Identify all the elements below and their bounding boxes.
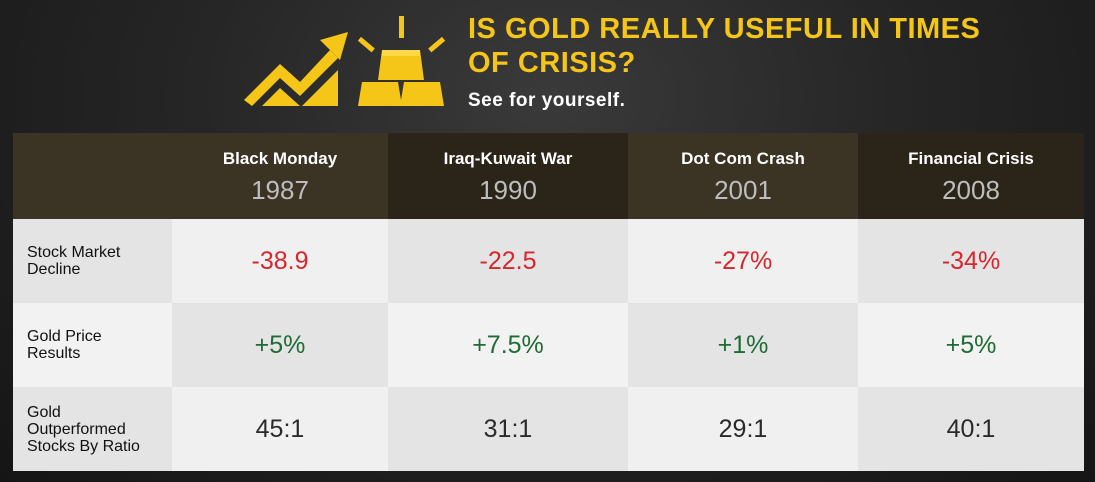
table-cell: +7.5% bbox=[388, 303, 628, 387]
event-name: Financial Crisis bbox=[908, 148, 1034, 168]
decline-value: -34% bbox=[941, 246, 1001, 275]
event-name: Iraq-Kuwait War bbox=[443, 148, 573, 168]
header-empty-cell bbox=[13, 133, 172, 219]
table-cell: +1% bbox=[628, 303, 858, 387]
column-header: Financial Crisis 2008 bbox=[858, 133, 1084, 219]
row-label-cell: Gold Outperformed Stocks By Ratio bbox=[13, 387, 172, 471]
event-year: 2008 bbox=[942, 174, 1000, 205]
table-cell: -22.5 bbox=[388, 219, 628, 303]
event-name: Black Monday bbox=[222, 148, 338, 168]
page-title: IS GOLD REALLY USEFUL IN TIMES OF CRISIS… bbox=[468, 13, 981, 79]
gold-result-value: +1% bbox=[717, 330, 769, 359]
table-cell: +5% bbox=[858, 303, 1084, 387]
event-year: 1990 bbox=[479, 174, 537, 205]
page-subtitle: See for yourself. bbox=[468, 90, 626, 111]
column-header: Iraq-Kuwait War 1990 bbox=[388, 133, 628, 219]
table-cell: 45:1 bbox=[172, 387, 388, 471]
row-label: Stock Market Decline bbox=[27, 244, 121, 278]
event-year: 1987 bbox=[251, 174, 309, 205]
ratio-value: 31:1 bbox=[483, 414, 533, 443]
decline-value: -22.5 bbox=[479, 246, 537, 275]
gold-result-value: +5% bbox=[254, 330, 306, 359]
gold-result-value: +5% bbox=[945, 330, 997, 359]
gold-result-value: +7.5% bbox=[472, 330, 544, 359]
ratio-value: 29:1 bbox=[718, 414, 768, 443]
rising-chart-arrow-icon bbox=[244, 32, 348, 106]
gold-bars-icon bbox=[358, 16, 446, 106]
header: IS GOLD REALLY USEFUL IN TIMES OF CRISIS… bbox=[0, 0, 1095, 132]
table-cell: -34% bbox=[858, 219, 1084, 303]
crisis-comparison-table: Black Monday 1987 Iraq-Kuwait War 1990 D… bbox=[13, 133, 1084, 471]
table-cell: 29:1 bbox=[628, 387, 858, 471]
table-cell: -38.9 bbox=[172, 219, 388, 303]
table-cell: 31:1 bbox=[388, 387, 628, 471]
table-header-row: Black Monday 1987 Iraq-Kuwait War 1990 D… bbox=[13, 133, 1084, 219]
table-row-stock-decline: Stock Market Decline -38.9 -22.5 -27% -3… bbox=[13, 219, 1084, 303]
ratio-value: 40:1 bbox=[946, 414, 996, 443]
row-label: Gold Outperformed Stocks By Ratio bbox=[27, 403, 140, 455]
table-cell: -27% bbox=[628, 219, 858, 303]
decline-value: -38.9 bbox=[251, 246, 309, 275]
event-name: Dot Com Crash bbox=[681, 148, 805, 168]
table-row-ratio: Gold Outperformed Stocks By Ratio 45:1 3… bbox=[13, 387, 1084, 471]
row-label-cell: Gold Price Results bbox=[13, 303, 172, 387]
table-cell: +5% bbox=[172, 303, 388, 387]
event-year: 2001 bbox=[714, 174, 772, 205]
decline-value: -27% bbox=[713, 246, 773, 275]
table-row-gold-price: Gold Price Results +5% +7.5% +1% +5% bbox=[13, 303, 1084, 387]
row-label-cell: Stock Market Decline bbox=[13, 219, 172, 303]
ratio-value: 45:1 bbox=[255, 414, 305, 443]
row-label: Gold Price Results bbox=[27, 328, 102, 362]
column-header: Dot Com Crash 2001 bbox=[628, 133, 858, 219]
table-cell: 40:1 bbox=[858, 387, 1084, 471]
column-header: Black Monday 1987 bbox=[172, 133, 388, 219]
